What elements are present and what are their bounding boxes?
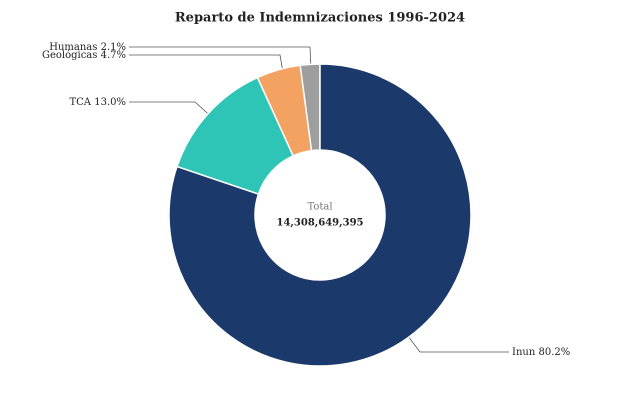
donut-slice [256, 64, 313, 157]
slice-label: Geológicas 4.7% [42, 50, 126, 61]
category-name: Geológicas [42, 50, 97, 61]
category-name: TCA [69, 97, 91, 108]
value-label: 13.0% [94, 97, 126, 108]
value-label: 2.1% [101, 42, 126, 53]
slice-label: Humanas 2.1% [49, 42, 126, 53]
value-label: 4.7% [101, 50, 126, 61]
category-name: Inun [512, 347, 536, 358]
center-value: 14,308,649,395 [277, 218, 364, 229]
center-label: Total [307, 202, 332, 213]
value-label: 80.2% [538, 347, 570, 358]
donut-slice [176, 76, 295, 196]
donut-slice [168, 63, 472, 367]
slice-label: TCA 13.0% [69, 97, 126, 108]
slice-label: Inun 80.2% [512, 347, 570, 358]
chart-title: Reparto de Indemnizaciones 1996-2024 [175, 11, 465, 26]
category-name: Humanas [49, 42, 97, 53]
